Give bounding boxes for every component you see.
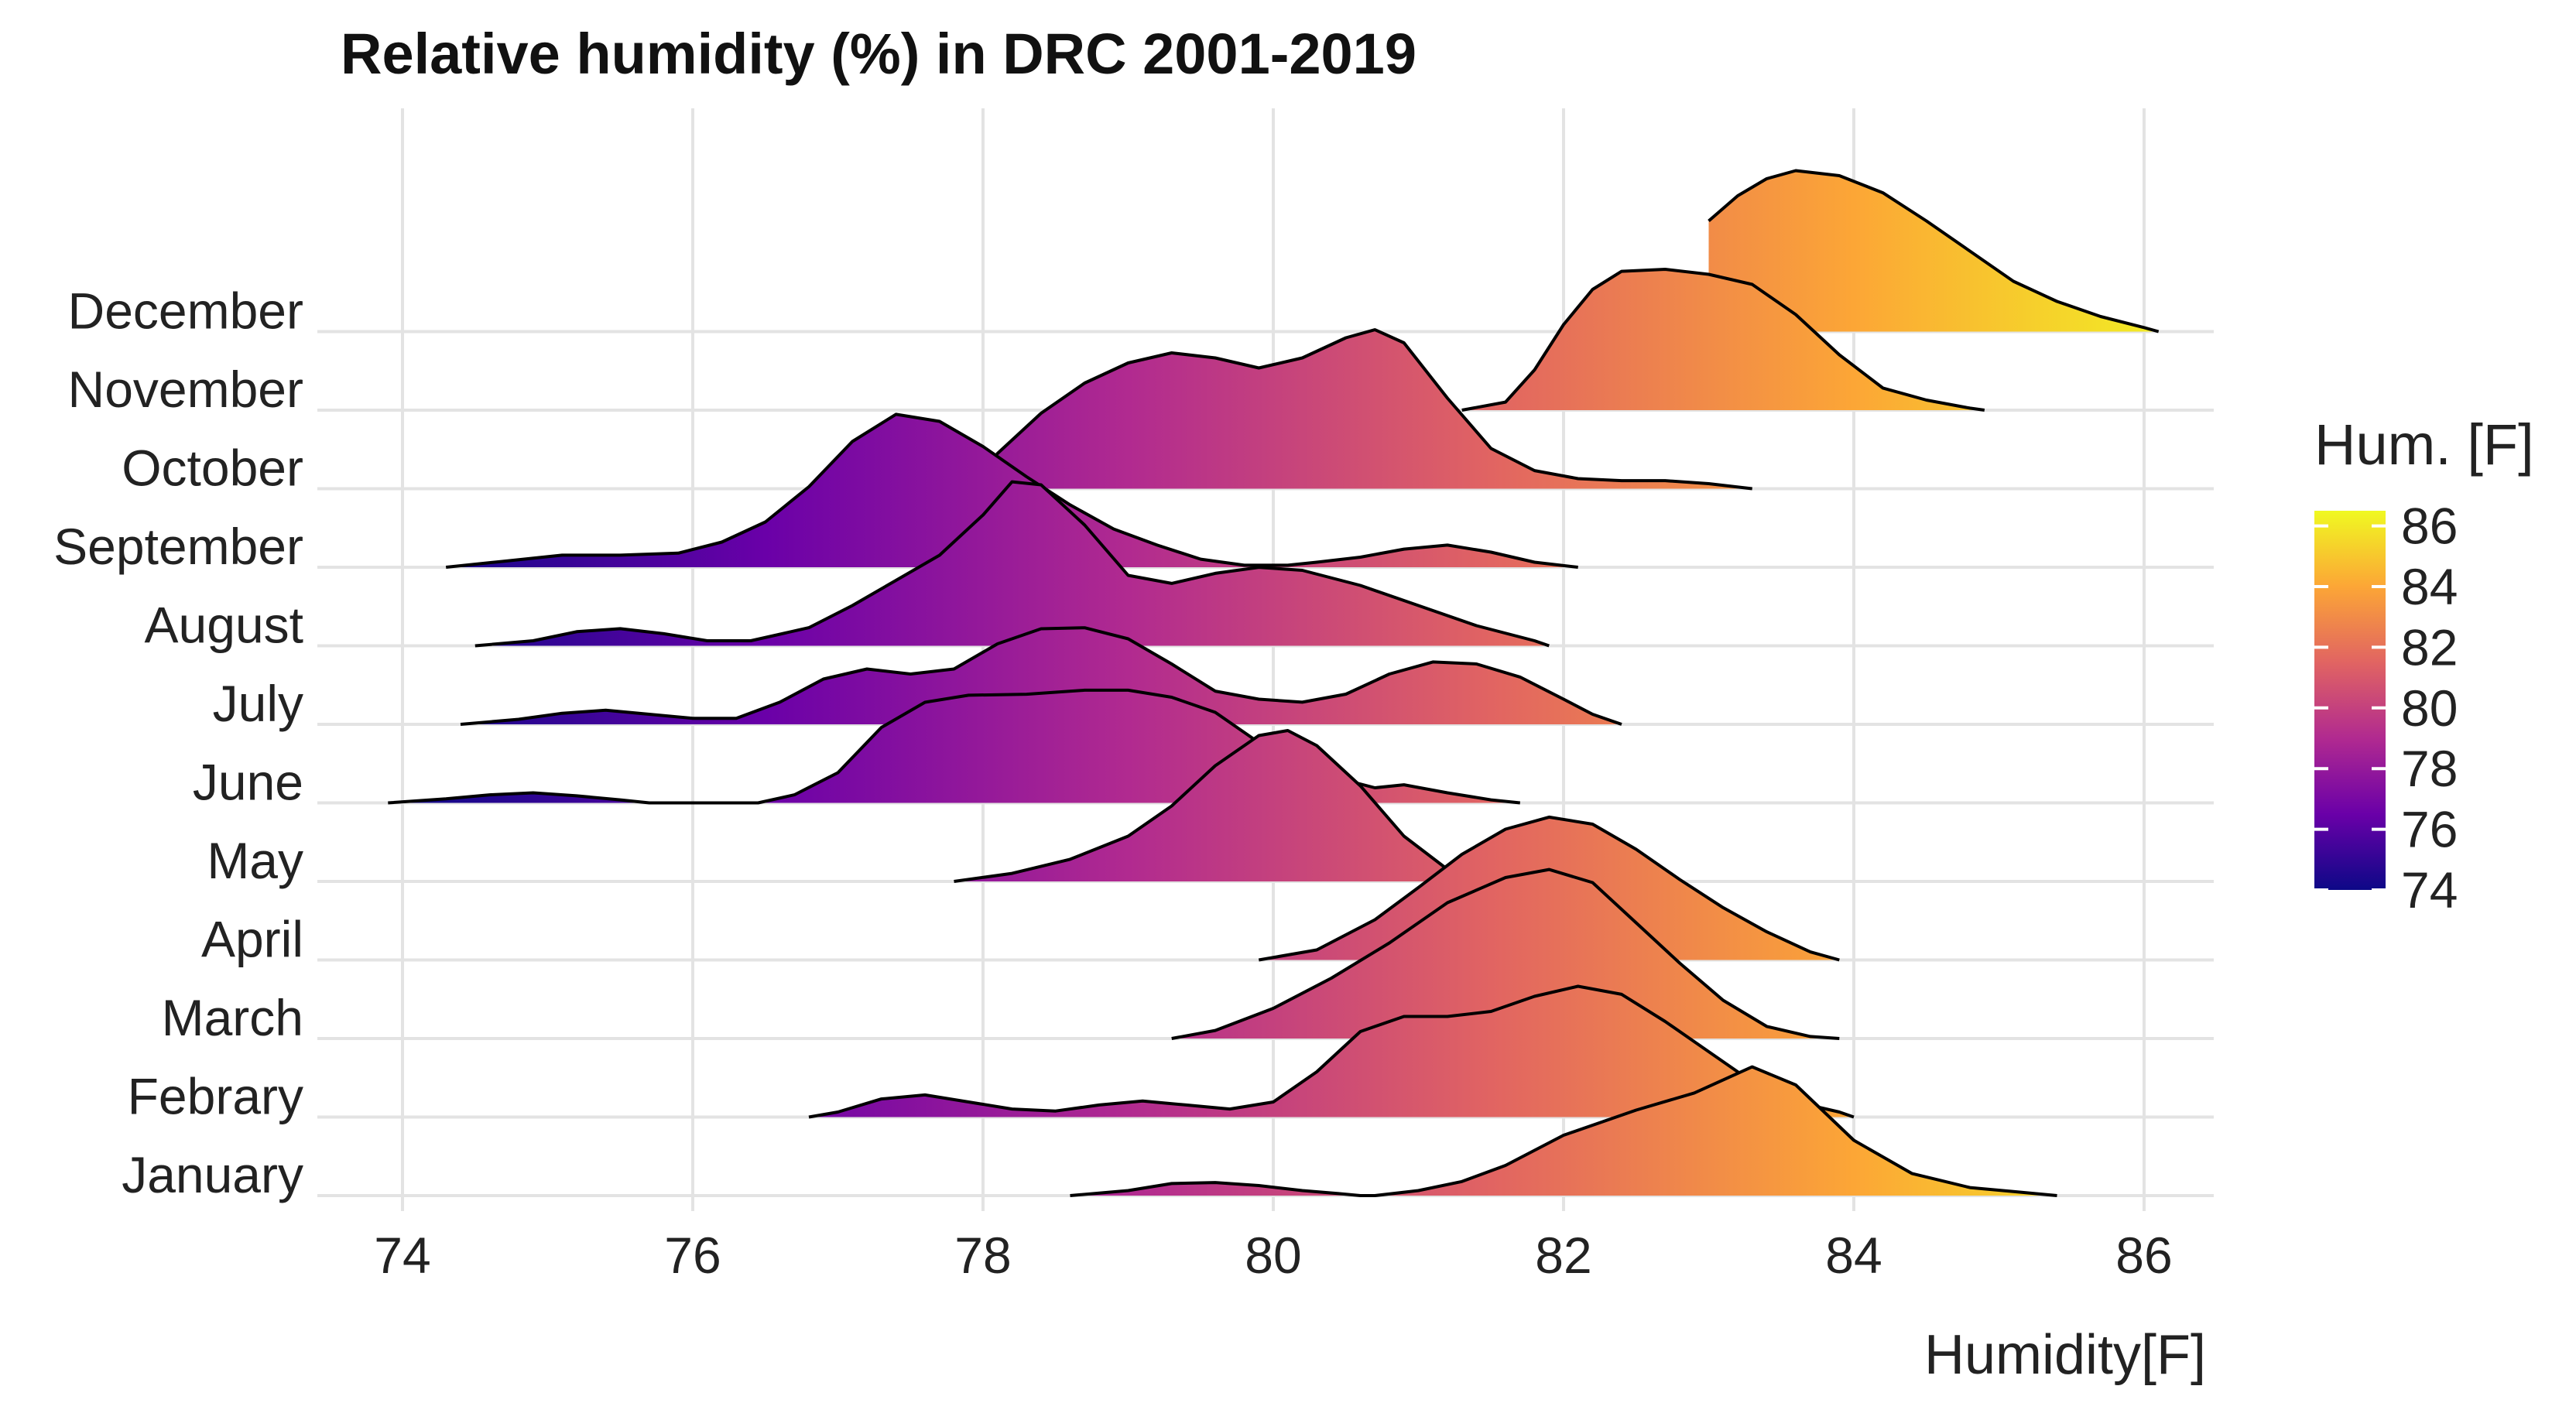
- y-tick-label: September: [53, 518, 303, 575]
- legend-tick-label: 76: [2401, 801, 2458, 858]
- ridge-march: [1171, 867, 1840, 1040]
- x-tick-label: 76: [664, 1227, 721, 1284]
- ridge-december-fill: [1708, 170, 2159, 332]
- y-tick-label: January: [122, 1146, 303, 1203]
- y-tick-label: Febrary: [128, 1068, 303, 1125]
- ridge-april: [1258, 815, 1840, 962]
- ridge-december: [1708, 169, 2160, 334]
- y-tick-label: December: [68, 282, 303, 340]
- ridge-july: [460, 626, 1622, 726]
- ridge-june: [388, 688, 1521, 805]
- x-axis-title: Humidity[F]: [1924, 1324, 2206, 1386]
- x-tick-label: 74: [374, 1227, 430, 1284]
- ridge-may-fill: [954, 731, 1477, 881]
- ridge-febrary-fill: [809, 986, 1854, 1117]
- ridge-october-fill: [968, 330, 1752, 489]
- y-tick-label: March: [162, 989, 303, 1046]
- legend-tick-label: 78: [2401, 740, 2458, 797]
- y-tick-label: November: [68, 361, 303, 418]
- ridges: [388, 169, 2160, 1197]
- ridge-november-fill: [1461, 269, 1985, 410]
- legend-tick-label: 82: [2401, 618, 2458, 676]
- ridge-febrary: [808, 984, 1855, 1119]
- x-tick-label: 78: [954, 1227, 1011, 1284]
- x-axis-labels: 74 76 78 80 82 84 86: [374, 1227, 2172, 1284]
- legend-tick-label: 74: [2401, 861, 2458, 919]
- ridge-may: [954, 729, 1478, 883]
- ridge-march-fill: [1171, 869, 1840, 1039]
- y-tick-label: October: [122, 440, 303, 497]
- ridge-august: [474, 480, 1550, 648]
- y-tick-label: August: [145, 597, 303, 654]
- x-tick-label: 86: [2115, 1227, 2172, 1284]
- ridge-january: [1070, 1065, 2057, 1197]
- ridge-august-fill: [474, 481, 1550, 646]
- y-tick-label: April: [201, 911, 303, 968]
- chart-title: Relative humidity (%) in DRC 2001-2019: [341, 22, 1416, 86]
- y-tick-label: July: [213, 675, 303, 732]
- x-tick-label: 84: [1825, 1227, 1882, 1284]
- legend-tick-label: 84: [2401, 558, 2458, 615]
- x-tick-label: 82: [1535, 1227, 1591, 1284]
- legend-colorbar: [2314, 511, 2386, 890]
- y-axis-labels: January Febrary March April May June July Augus…: [53, 282, 303, 1204]
- ridge-november: [1461, 268, 1985, 412]
- legend-title: Hum. [F]: [2314, 412, 2534, 477]
- ridge-july-fill: [461, 628, 1622, 724]
- y-tick-label: May: [207, 832, 303, 889]
- legend-tick-label: 86: [2401, 498, 2458, 555]
- legend-tick-label: 80: [2401, 679, 2458, 737]
- x-tick-label: 80: [1245, 1227, 1301, 1284]
- y-tick-label: June: [193, 754, 303, 811]
- ridge-october: [967, 328, 1752, 491]
